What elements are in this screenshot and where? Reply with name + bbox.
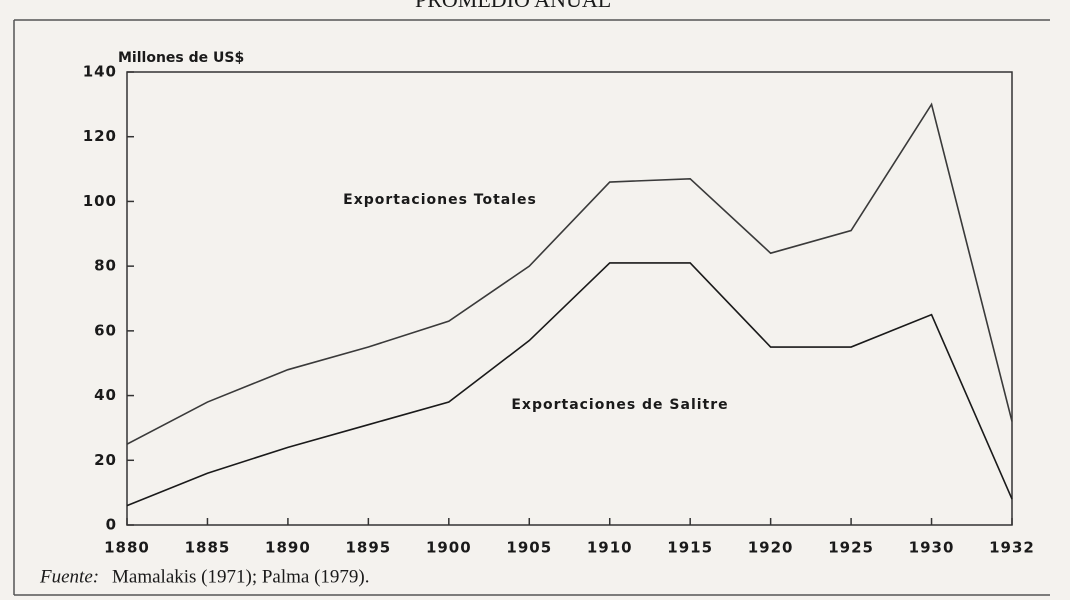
source-label: Fuente: xyxy=(39,566,99,587)
y-tick-label: 120 xyxy=(83,127,117,145)
plot-frame xyxy=(126,71,1013,526)
y-tick-label: 60 xyxy=(94,321,117,339)
series-label: Exportaciones Totales xyxy=(343,192,537,208)
x-tick-label: 1890 xyxy=(265,539,311,557)
series-line xyxy=(126,102,1013,445)
series-label: Exportaciones de Salitre xyxy=(511,397,728,413)
x-tick-label: 1925 xyxy=(828,539,874,557)
x-tick-label: 1905 xyxy=(506,539,552,557)
x-tick-label: 1880 xyxy=(104,539,150,557)
x-tick-label: 1900 xyxy=(426,539,472,557)
y-tick-label: 0 xyxy=(106,516,117,534)
y-tick-label: 100 xyxy=(83,192,117,210)
y-tick-label: 20 xyxy=(94,451,117,469)
series-line xyxy=(126,262,1013,507)
x-tick-label: 1915 xyxy=(667,539,713,557)
y-tick-label: 80 xyxy=(94,257,117,275)
x-tick-label: 1885 xyxy=(185,539,231,557)
y-tick-label: 140 xyxy=(83,63,117,81)
y-axis-label: Millones de US$ xyxy=(118,50,244,66)
x-tick-label: 1930 xyxy=(909,539,955,557)
y-tick-label: 40 xyxy=(94,386,117,404)
chart-title: PROMEDIO ANUAL xyxy=(415,0,611,12)
x-tick-label: 1910 xyxy=(587,539,633,557)
x-tick-label: 1932 xyxy=(989,539,1035,557)
x-tick-label: 1895 xyxy=(345,539,391,557)
x-tick-label: 1920 xyxy=(748,539,794,557)
source: Mamalakis (1971); Palma (1979). xyxy=(112,566,370,587)
